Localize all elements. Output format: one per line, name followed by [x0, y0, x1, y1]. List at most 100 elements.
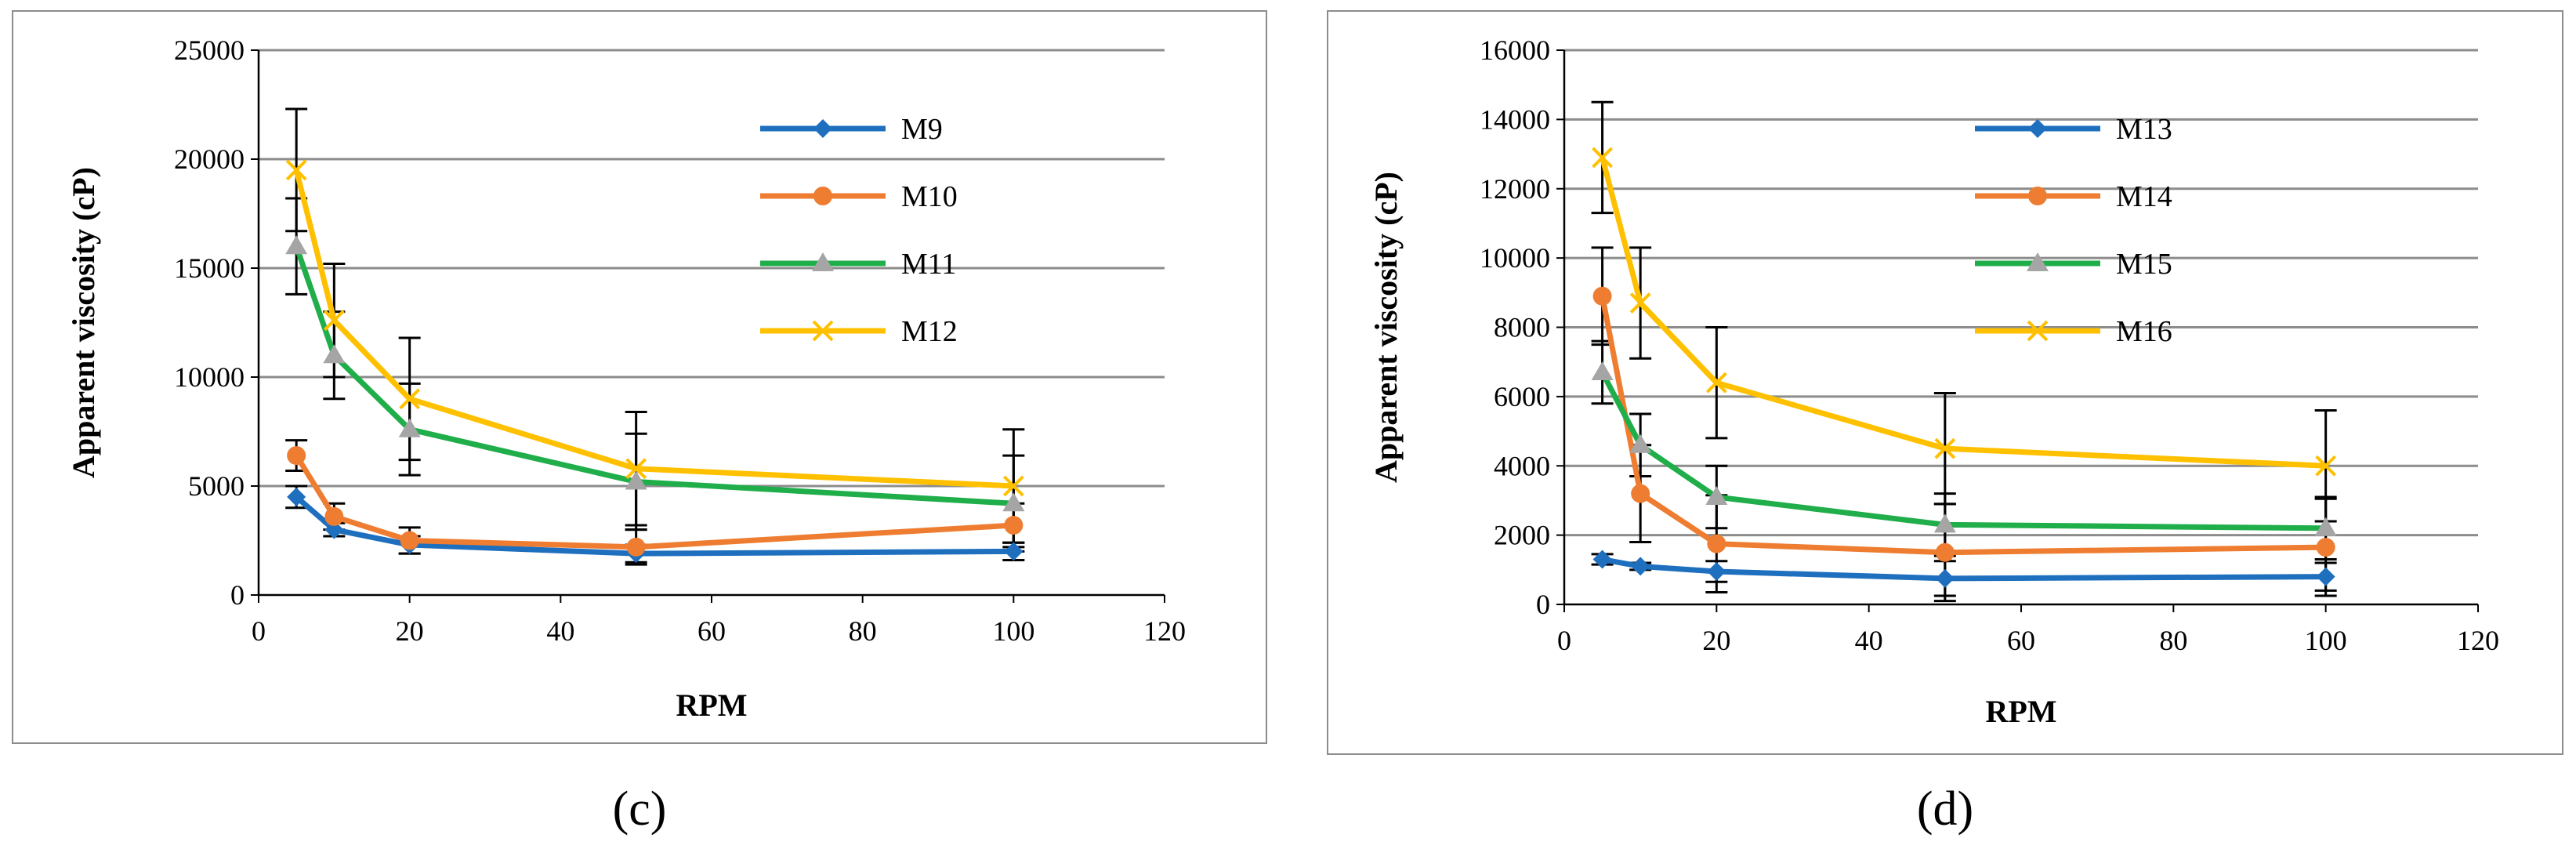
legend-label: M9	[901, 113, 943, 146]
data-point-m13	[1707, 562, 1726, 582]
chart-panel-d: 0 2000 4000 6000 8000 10000 12000 14000 16000 0 20…	[1327, 10, 2563, 836]
y-tick-label: 8000	[1494, 312, 1550, 343]
y-tick-label: 0	[230, 579, 245, 611]
y-tick-label: 4000	[1494, 450, 1550, 481]
data-point-m12	[285, 159, 307, 181]
data-point-m11	[398, 418, 421, 437]
series-line-m14	[1600, 296, 2326, 556]
y-tick-label: 16000	[1480, 34, 1550, 66]
y-tick-label: 6000	[1494, 381, 1550, 412]
chart-frame	[1327, 10, 2563, 755]
data-point-m15	[2314, 517, 2337, 536]
y-tick-label: 12000	[1480, 173, 1550, 205]
data-point-m16	[1592, 147, 1613, 169]
data-point-m16	[1705, 372, 1727, 394]
legend-item-m10: M10	[760, 180, 958, 213]
data-point-m12	[399, 388, 421, 410]
x-tick-label: 60	[697, 615, 726, 647]
y-axis-title: Apparent viscosity (cP)	[1368, 172, 1404, 483]
data-point-m15	[1933, 513, 1956, 533]
data-point-m9	[324, 520, 344, 539]
data-point-m14	[1707, 534, 1726, 553]
y-tick-label: 10000	[174, 361, 245, 393]
y-tick-label: 10000	[1480, 242, 1550, 274]
data-point-m12	[1002, 475, 1024, 497]
y-tick-label: 5000	[188, 470, 245, 502]
data-point-m12	[323, 310, 345, 332]
x-tick-label: 100	[992, 615, 1034, 647]
legend-marker	[813, 187, 832, 205]
y-tick-label: 20000	[174, 143, 245, 175]
data-point-m10	[287, 446, 306, 466]
legend-item-m14: M14	[1975, 180, 2172, 213]
y-tick-label: 25000	[174, 34, 245, 66]
data-point-m16	[1629, 292, 1651, 314]
legend: M13 M14 M15 M16	[1975, 113, 2172, 348]
legend-label: M14	[2116, 180, 2172, 213]
data-point-m11	[285, 235, 308, 255]
legend-marker	[2028, 187, 2047, 205]
legend-label: M11	[901, 248, 956, 281]
data-point-m10	[1004, 516, 1024, 535]
chart-frame	[12, 10, 1267, 744]
legend-item-m13: M13	[1975, 113, 2172, 146]
legend-marker	[2027, 252, 2049, 271]
x-tick-label: 100	[2305, 625, 2347, 656]
legend-item-m15: M15	[1975, 248, 2172, 281]
data-point-m11	[1002, 492, 1025, 512]
legend-label: M16	[2116, 315, 2172, 348]
x-tick-label: 40	[546, 615, 574, 647]
x-tick-label: 80	[849, 615, 877, 647]
legend-marker	[812, 252, 834, 271]
x-tick-label: 80	[2159, 625, 2187, 656]
data-point-m10	[400, 531, 419, 550]
legend-item-m12: M12	[760, 315, 958, 348]
data-point-m14	[1631, 484, 1650, 503]
data-point-m16	[2315, 455, 2337, 477]
data-point-m13	[1592, 550, 1612, 569]
y-tick-label: 14000	[1480, 103, 1550, 135]
x-axis-title: RPM	[1985, 694, 2056, 729]
data-point-m13	[2316, 567, 2335, 586]
x-axis-title: RPM	[676, 688, 747, 723]
data-point-m9	[1004, 542, 1024, 561]
legend-label: M10	[901, 180, 958, 213]
data-point-m12	[625, 458, 647, 480]
panel-caption: (c)	[613, 782, 667, 836]
legend-marker	[2027, 320, 2049, 342]
data-point-m10	[324, 506, 344, 526]
y-tick-label: 15000	[174, 252, 245, 284]
y-tick-label: 2000	[1494, 520, 1550, 551]
legend-label: M13	[2116, 113, 2172, 146]
legend: M9 M10 M11 M12	[760, 113, 958, 348]
legend-marker	[2028, 119, 2047, 138]
legend-label: M12	[901, 315, 958, 348]
data-point-m15	[1591, 361, 1614, 380]
x-tick-label: 120	[2457, 625, 2499, 656]
legend-marker	[812, 320, 834, 342]
data-point-m16	[1934, 437, 1956, 459]
data-point-m11	[323, 344, 346, 364]
legend-marker	[813, 119, 832, 138]
legend-item-m16: M16	[1975, 315, 2172, 348]
x-tick-label: 20	[396, 615, 424, 647]
x-tick-label: 0	[1557, 625, 1571, 656]
x-tick-label: 60	[2007, 625, 2035, 656]
x-tick-label: 40	[1855, 625, 1883, 656]
legend-item-m9: M9	[760, 113, 943, 146]
data-point-m15	[1629, 434, 1652, 453]
data-point-m11	[625, 470, 647, 490]
chart-panel-c: 0 5000 10000 15000 20000 25000 0 20 40 60 80 100 120…	[12, 10, 1267, 836]
legend-item-m11: M11	[760, 248, 956, 281]
legend-label: M15	[2116, 248, 2172, 281]
y-axis-title: Apparent viscosity (cP)	[66, 167, 101, 478]
data-point-m9	[287, 487, 306, 506]
panel-caption: (d)	[1917, 782, 1973, 836]
y-tick-label: 0	[1536, 589, 1550, 620]
series-line-m11	[293, 245, 1014, 506]
data-point-m14	[2316, 538, 2335, 557]
data-point-m15	[1705, 486, 1728, 506]
x-tick-label: 0	[252, 615, 266, 647]
series-line-m16	[1600, 157, 2326, 469]
